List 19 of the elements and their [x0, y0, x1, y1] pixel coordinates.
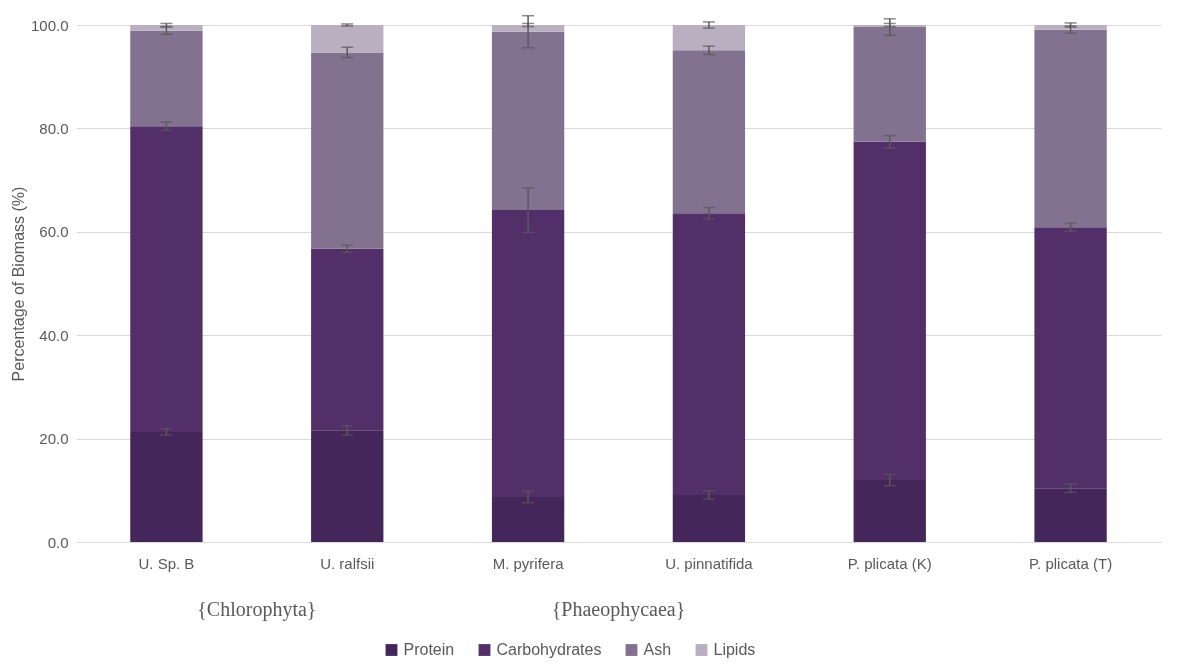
y-tick-label: 100.0 [30, 16, 69, 34]
y-axis-title: Percentage of Biomass (%) [9, 186, 27, 382]
y-tick-label: 80.0 [39, 119, 69, 137]
x-tick-label: U. pinnatifida [665, 554, 754, 572]
x-tick-label: U. ralfsii [320, 554, 375, 572]
x-tick-label: U. Sp. B [138, 554, 195, 572]
legend-label: Carbohydrates [496, 641, 602, 658]
y-tick-label: 40.0 [39, 326, 69, 344]
legend-label: Ash [643, 641, 672, 658]
y-tick-label: 20.0 [39, 430, 69, 448]
text: {Chlorophyta} [197, 598, 317, 621]
legend-label: Protein [403, 641, 455, 658]
x-tick-label: M. pyrifera [492, 554, 565, 572]
legend-label: Lipids [713, 641, 756, 658]
y-tick-label: 0.0 [47, 533, 69, 551]
y-tick-label: 60.0 [39, 223, 69, 241]
text: {Phaeophycaea} [551, 598, 686, 621]
x-tick-label: P. plicata (T) [1029, 554, 1113, 572]
x-tick-label: P. plicata (K) [847, 554, 932, 572]
